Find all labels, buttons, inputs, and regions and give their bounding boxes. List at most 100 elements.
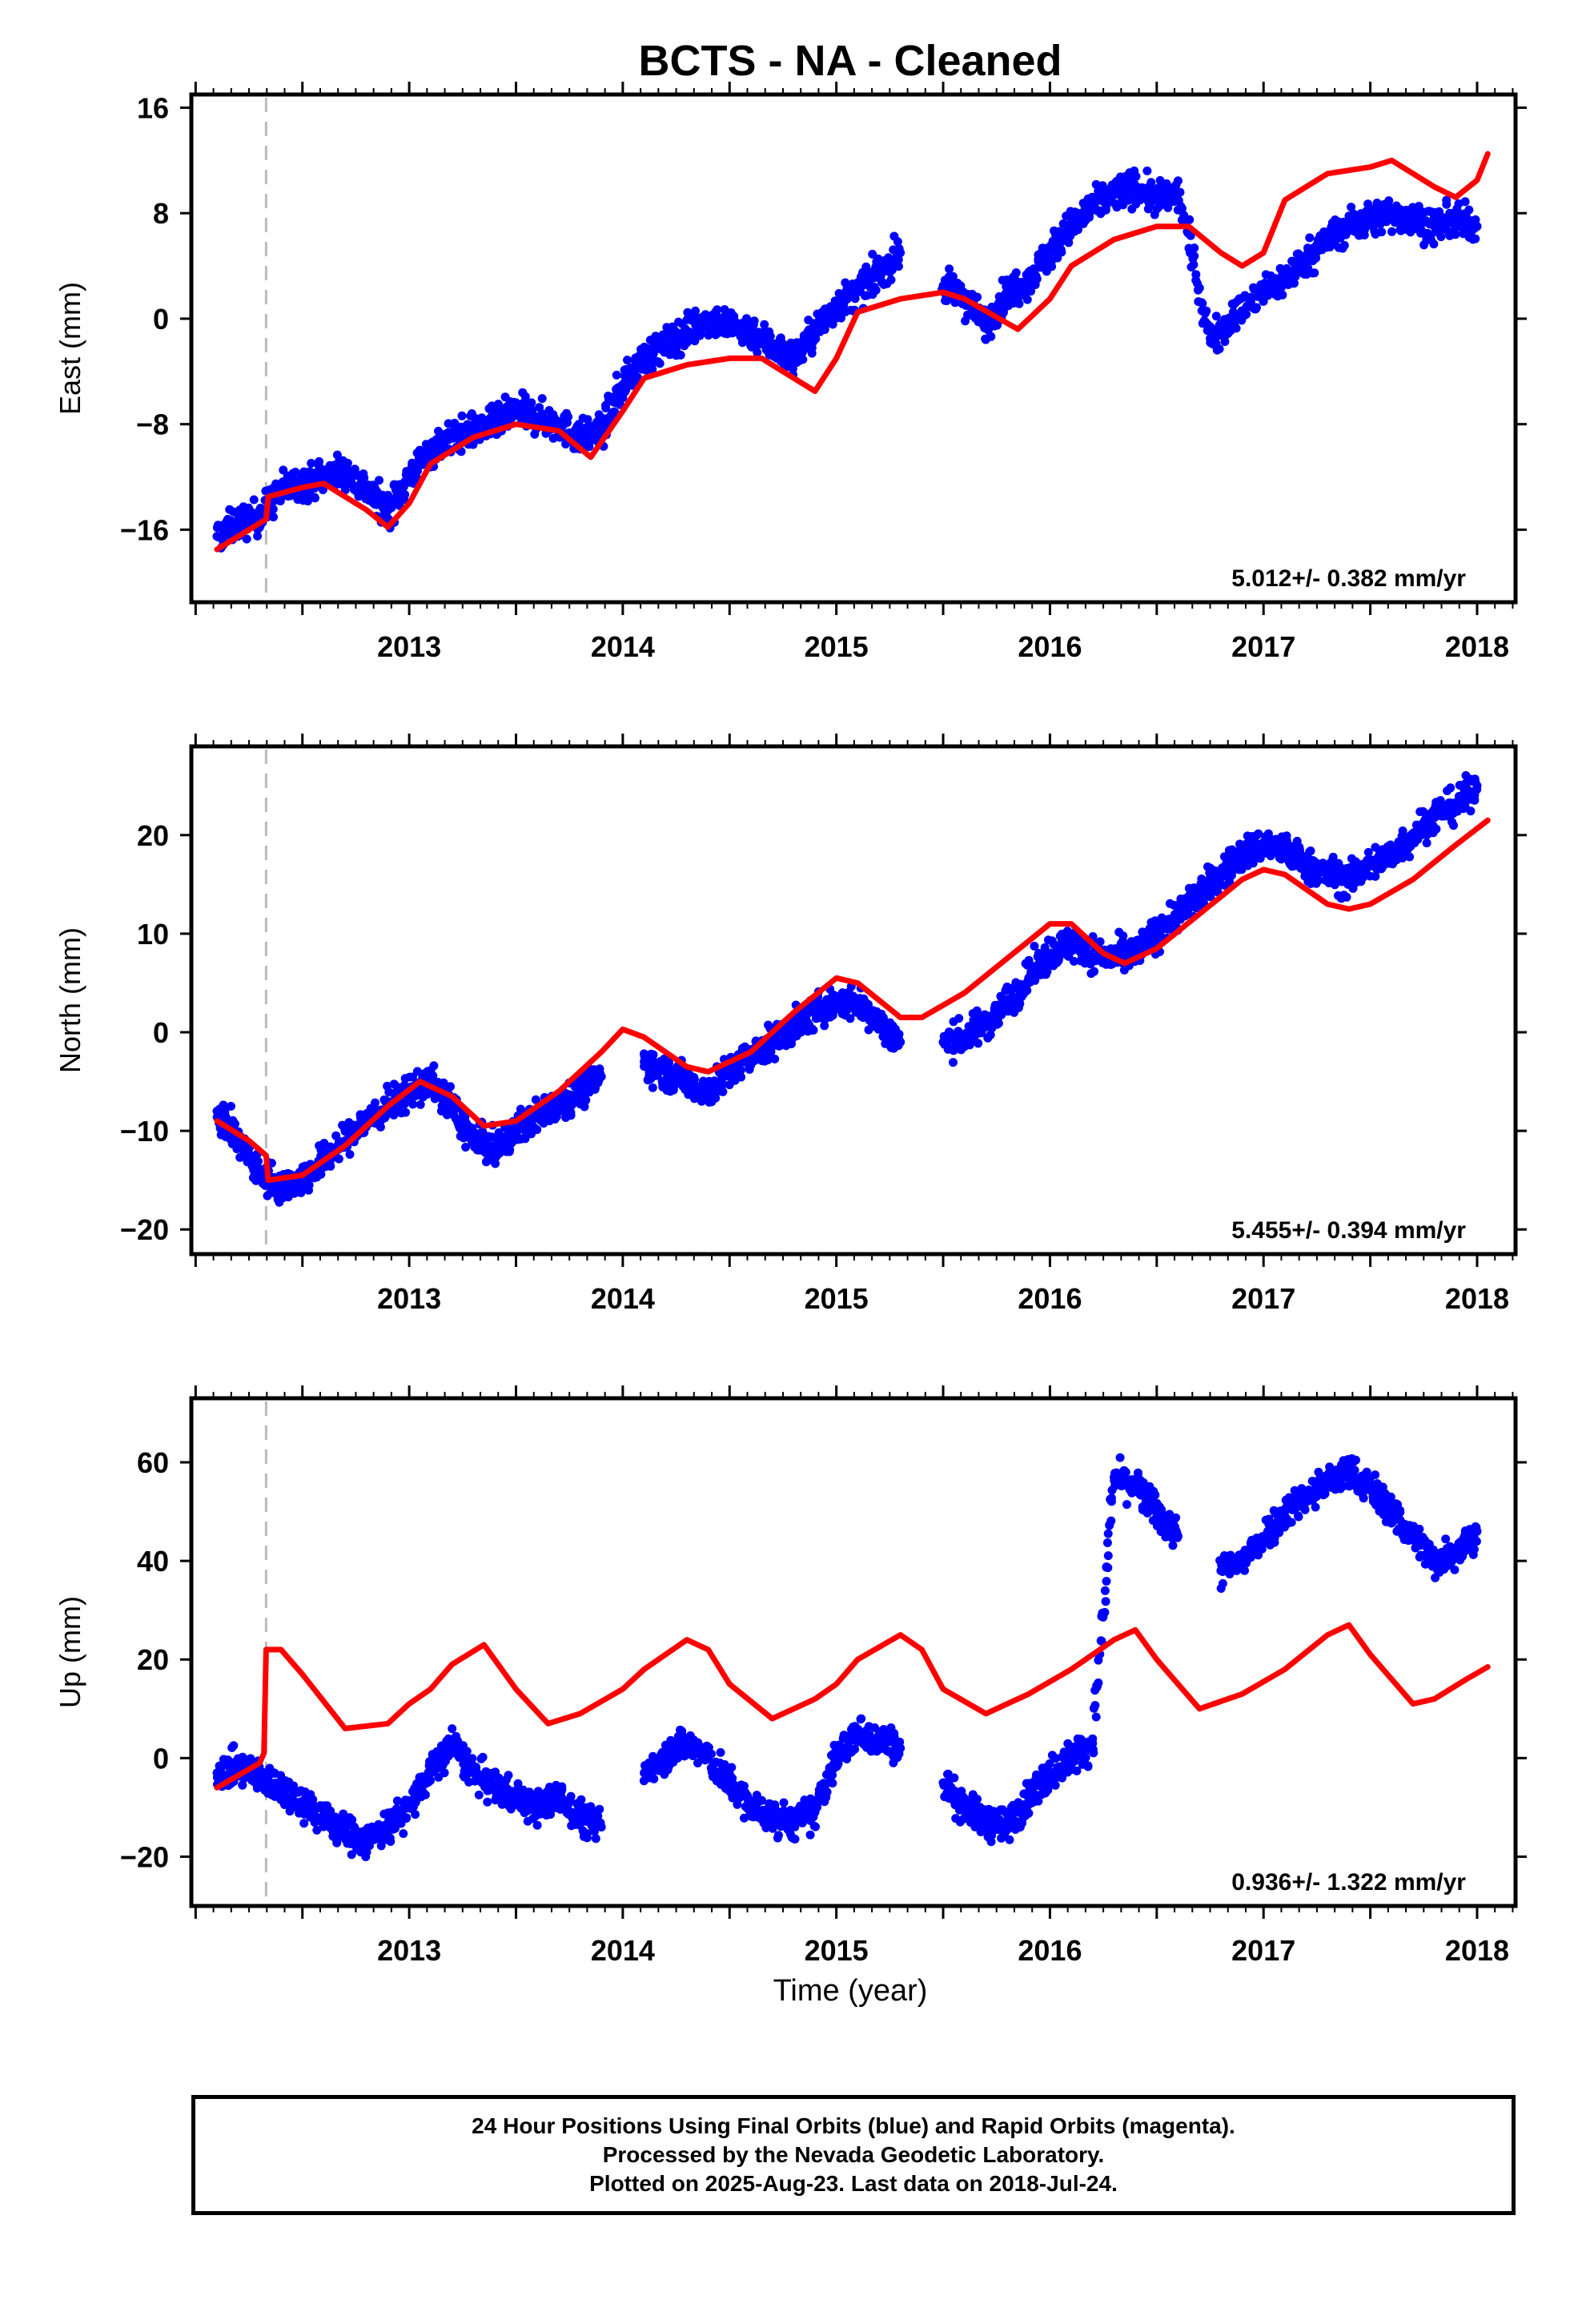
- data-point: [1015, 999, 1025, 1008]
- data-point: [1347, 203, 1356, 212]
- data-point: [554, 1096, 564, 1106]
- data-point: [1197, 298, 1207, 308]
- data-point: [1254, 829, 1263, 838]
- data-point: [894, 262, 903, 271]
- data-point: [938, 281, 948, 291]
- data-point: [249, 495, 259, 505]
- data-point: [238, 1780, 247, 1790]
- data-point: [326, 1161, 335, 1171]
- east-model-curve: [214, 151, 1491, 553]
- data-point: [1430, 222, 1439, 231]
- data-point: [725, 1067, 734, 1076]
- data-point: [766, 1047, 776, 1056]
- data-point: [1464, 205, 1474, 215]
- data-point: [448, 432, 456, 442]
- data-point: [749, 316, 759, 326]
- data-point: [768, 340, 777, 350]
- data-point: [1431, 824, 1441, 834]
- y-tick-label: −16: [120, 513, 169, 546]
- data-point: [1215, 344, 1224, 354]
- data-point: [304, 1180, 314, 1190]
- data-point: [1302, 255, 1311, 264]
- x-tick-label: 2014: [591, 630, 655, 663]
- data-point: [1185, 215, 1195, 224]
- data-point: [1259, 840, 1268, 850]
- data-point: [490, 1146, 500, 1156]
- y-tick-label: 20: [137, 819, 169, 852]
- data-point: [576, 1087, 584, 1096]
- data-point: [768, 1037, 777, 1047]
- data-point: [986, 332, 996, 341]
- x-tick-label: 2013: [377, 630, 441, 663]
- data-point: [1259, 287, 1268, 297]
- data-point: [760, 320, 769, 329]
- data-point: [448, 1101, 456, 1111]
- y-tick-label: 0: [153, 303, 169, 336]
- data-point: [229, 1741, 239, 1751]
- data-point: [1146, 183, 1155, 193]
- data-point: [564, 412, 573, 421]
- data-point: [1057, 247, 1066, 257]
- data-point: [1460, 197, 1470, 207]
- data-point: [765, 332, 775, 341]
- data-point: [1174, 909, 1182, 919]
- data-point: [697, 324, 707, 333]
- data-point: [429, 1061, 439, 1071]
- data-point: [532, 1112, 542, 1121]
- data-point: [1190, 251, 1199, 261]
- data-point: [1024, 275, 1034, 283]
- data-point: [362, 485, 371, 495]
- data-point: [490, 420, 500, 429]
- data-point: [332, 1838, 342, 1848]
- data-point: [457, 411, 467, 420]
- data-point: [1306, 846, 1315, 855]
- data-point: [811, 334, 821, 344]
- data-point: [1098, 181, 1107, 191]
- east-y-axis-label: East (mm): [54, 282, 86, 415]
- data-point: [1032, 274, 1042, 283]
- data-point: [1152, 195, 1162, 205]
- data-point: [1408, 215, 1418, 224]
- data-point: [468, 440, 478, 449]
- data-point: [954, 1014, 964, 1023]
- data-point: [1030, 942, 1039, 951]
- data-point: [832, 998, 841, 1007]
- data-point: [1189, 260, 1199, 269]
- data-point: [896, 248, 905, 258]
- data-point: [1446, 783, 1456, 793]
- data-point: [981, 320, 990, 330]
- data-point: [1227, 314, 1236, 324]
- data-point: [255, 1171, 264, 1180]
- data-point: [853, 287, 862, 297]
- data-point: [1280, 845, 1290, 854]
- data-point: [948, 271, 958, 281]
- y-tick-label: 8: [153, 197, 169, 230]
- data-point: [640, 1057, 649, 1067]
- data-point: [404, 472, 414, 482]
- data-point: [268, 505, 278, 514]
- data-point: [725, 320, 734, 330]
- x-tick-label: 2018: [1445, 1282, 1509, 1315]
- data-point: [753, 348, 762, 357]
- data-point: [408, 1100, 418, 1109]
- data-point: [640, 353, 649, 363]
- data-point: [1387, 850, 1396, 859]
- data-point: [1131, 171, 1141, 181]
- data-point: [1216, 870, 1226, 879]
- data-point: [1022, 985, 1031, 995]
- figure-title: BCTS - NA - Cleaned: [638, 37, 1062, 85]
- data-point: [253, 531, 263, 541]
- data-point: [520, 392, 530, 401]
- data-point: [583, 415, 592, 424]
- data-point: [590, 1084, 600, 1094]
- data-point: [1436, 232, 1446, 242]
- data-point: [623, 356, 632, 365]
- x-tick-label: 2017: [1231, 630, 1295, 663]
- data-point: [1011, 268, 1021, 277]
- data-point: [1422, 838, 1431, 848]
- data-point: [1449, 821, 1458, 830]
- data-point: [1042, 967, 1052, 976]
- data-point: [1280, 275, 1290, 283]
